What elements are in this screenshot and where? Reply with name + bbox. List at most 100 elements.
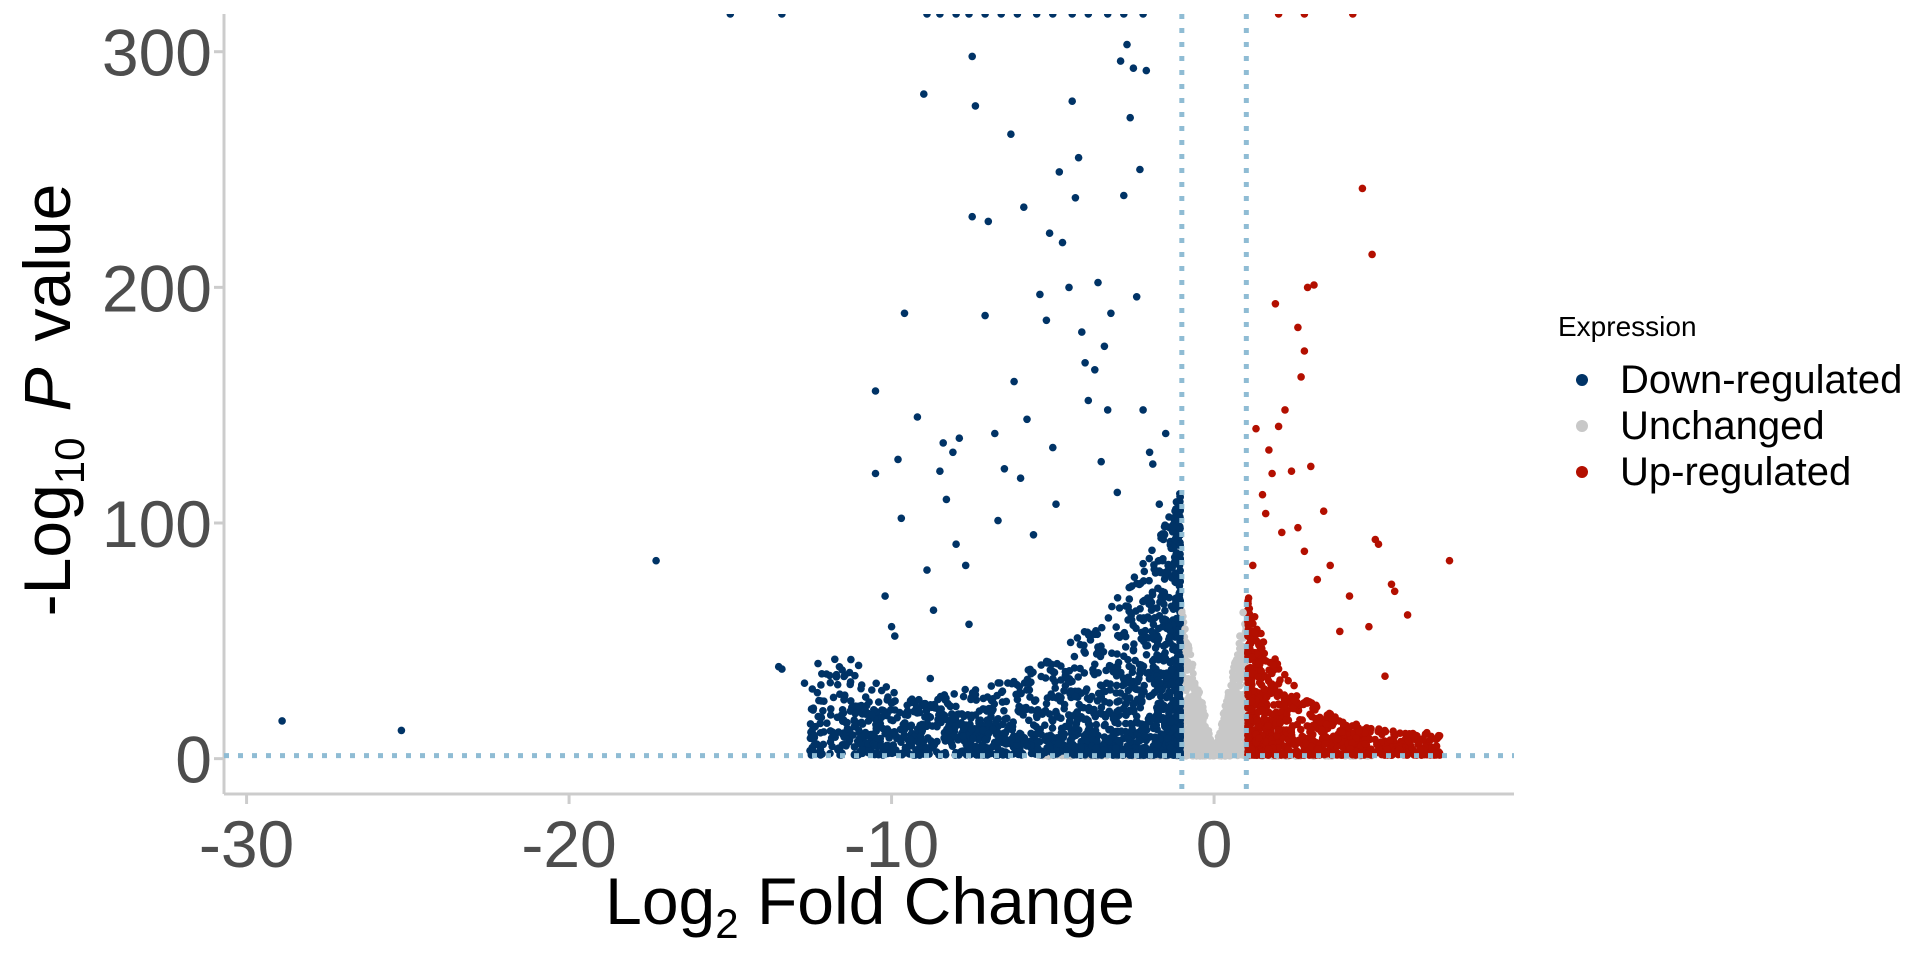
down-regulated-point xyxy=(806,720,815,728)
down-regulated-point xyxy=(826,738,835,746)
down-regulated-point xyxy=(906,723,915,731)
down-regulated-point xyxy=(852,708,861,717)
unchanged-point xyxy=(1200,726,1209,735)
down-regulated-point xyxy=(1100,721,1109,730)
down-regulated-point xyxy=(1141,732,1149,740)
down-regulated-point xyxy=(1023,742,1031,750)
up-regulated-point xyxy=(1389,727,1397,735)
down-regulated-point xyxy=(809,704,818,712)
unchanged-point xyxy=(1220,726,1228,735)
up-regulated-point xyxy=(1284,676,1292,685)
up-regulated-point xyxy=(1311,706,1319,714)
down-regulated-point xyxy=(868,686,876,694)
unchanged-point xyxy=(1237,671,1245,679)
legend-label-unchanged: Unchanged xyxy=(1620,404,1825,448)
up-regulated-point xyxy=(1423,728,1431,737)
down-regulated-point xyxy=(850,743,859,751)
unchanged-point xyxy=(1223,712,1231,720)
up-regulated-point xyxy=(1244,731,1253,739)
down-regulated-point xyxy=(959,692,968,701)
down-regulated-point xyxy=(1120,628,1129,637)
unchanged-point xyxy=(1233,739,1241,746)
up-regulated-point xyxy=(1307,462,1315,471)
down-regulated-point xyxy=(826,678,835,687)
down-regulated-point xyxy=(1068,14,1076,18)
down-regulated-point xyxy=(1155,612,1164,620)
down-regulated-point xyxy=(1165,688,1173,696)
up-regulated-point xyxy=(1287,467,1296,476)
down-regulated-point xyxy=(1154,709,1163,718)
down-regulated-point xyxy=(1014,748,1022,756)
down-regulated-point xyxy=(1139,14,1147,18)
unchanged-point xyxy=(1178,608,1186,617)
down-regulated-point xyxy=(933,737,941,746)
down-regulated-point xyxy=(981,705,990,714)
unchanged-point xyxy=(1183,728,1191,736)
down-regulated-point xyxy=(1090,670,1099,679)
down-regulated-point xyxy=(1023,415,1031,424)
down-regulated-point xyxy=(961,685,969,694)
up-regulated-point xyxy=(1294,323,1302,332)
down-regulated-point xyxy=(1137,691,1146,700)
down-regulated-point xyxy=(1008,726,1017,734)
down-regulated-point xyxy=(1155,500,1164,509)
down-regulated-point xyxy=(1008,679,1016,688)
down-regulated-point xyxy=(952,540,960,548)
down-regulated-point xyxy=(652,556,660,565)
up-regulated-point xyxy=(1254,659,1263,668)
down-regulated-point xyxy=(1175,661,1184,669)
down-regulated-point xyxy=(1062,746,1071,755)
up-regulated-point xyxy=(1274,422,1283,431)
down-regulated-point xyxy=(887,622,896,631)
down-regulated-point xyxy=(1139,748,1147,757)
down-regulated-point xyxy=(886,706,895,714)
unchanged-point xyxy=(1232,719,1240,727)
up-regulated-point xyxy=(1318,726,1326,734)
down-regulated-point xyxy=(1165,703,1174,712)
down-regulated-point xyxy=(913,413,922,421)
up-regulated-point xyxy=(1272,731,1281,740)
down-regulated-point xyxy=(1115,604,1124,612)
down-regulated-point xyxy=(1113,698,1121,706)
down-regulated-point xyxy=(1171,556,1179,564)
down-regulated-point xyxy=(1104,614,1113,622)
down-regulated-point xyxy=(1013,14,1022,18)
up-regulated-point xyxy=(1274,726,1283,734)
down-regulated-point xyxy=(883,696,891,704)
down-regulated-point xyxy=(1121,643,1130,651)
down-regulated-point xyxy=(1134,719,1142,727)
down-regulated-point xyxy=(1130,640,1138,648)
down-regulated-point xyxy=(934,705,943,713)
down-regulated-point xyxy=(987,707,996,716)
up-regulated-cloud xyxy=(1244,594,1444,759)
down-regulated-point xyxy=(1128,720,1136,729)
down-regulated-point xyxy=(1036,290,1044,299)
down-regulated-point xyxy=(726,14,735,18)
down-regulated-point xyxy=(1032,711,1041,720)
down-regulated-point xyxy=(854,702,863,711)
unchanged-point xyxy=(1236,632,1244,640)
x-tick-label: -10 xyxy=(844,807,939,881)
down-regulated-point xyxy=(1084,396,1093,405)
down-regulated-point xyxy=(1163,734,1172,743)
down-regulated-point xyxy=(881,592,889,600)
down-regulated-point xyxy=(800,679,809,687)
up-regulated-point xyxy=(1404,737,1412,746)
down-regulated-point xyxy=(971,102,980,110)
down-regulated-point xyxy=(1016,474,1025,483)
down-regulated-point xyxy=(890,746,898,755)
down-regulated-point xyxy=(1167,717,1176,726)
up-regulated-point xyxy=(1326,561,1334,570)
down-regulated-point xyxy=(1094,278,1102,287)
down-regulated-point xyxy=(1114,736,1123,745)
up-regulated-point xyxy=(1297,725,1305,734)
down-regulated-point xyxy=(971,690,980,699)
legend-key-unchanged xyxy=(1576,420,1588,432)
down-regulated-point xyxy=(1136,703,1145,712)
unchanged-point xyxy=(1189,693,1196,701)
down-regulated-point xyxy=(1073,634,1082,642)
down-regulated-point xyxy=(829,693,838,702)
down-regulated-point xyxy=(1058,238,1067,247)
down-regulated-point xyxy=(1120,191,1128,200)
down-regulated-point xyxy=(941,748,949,757)
